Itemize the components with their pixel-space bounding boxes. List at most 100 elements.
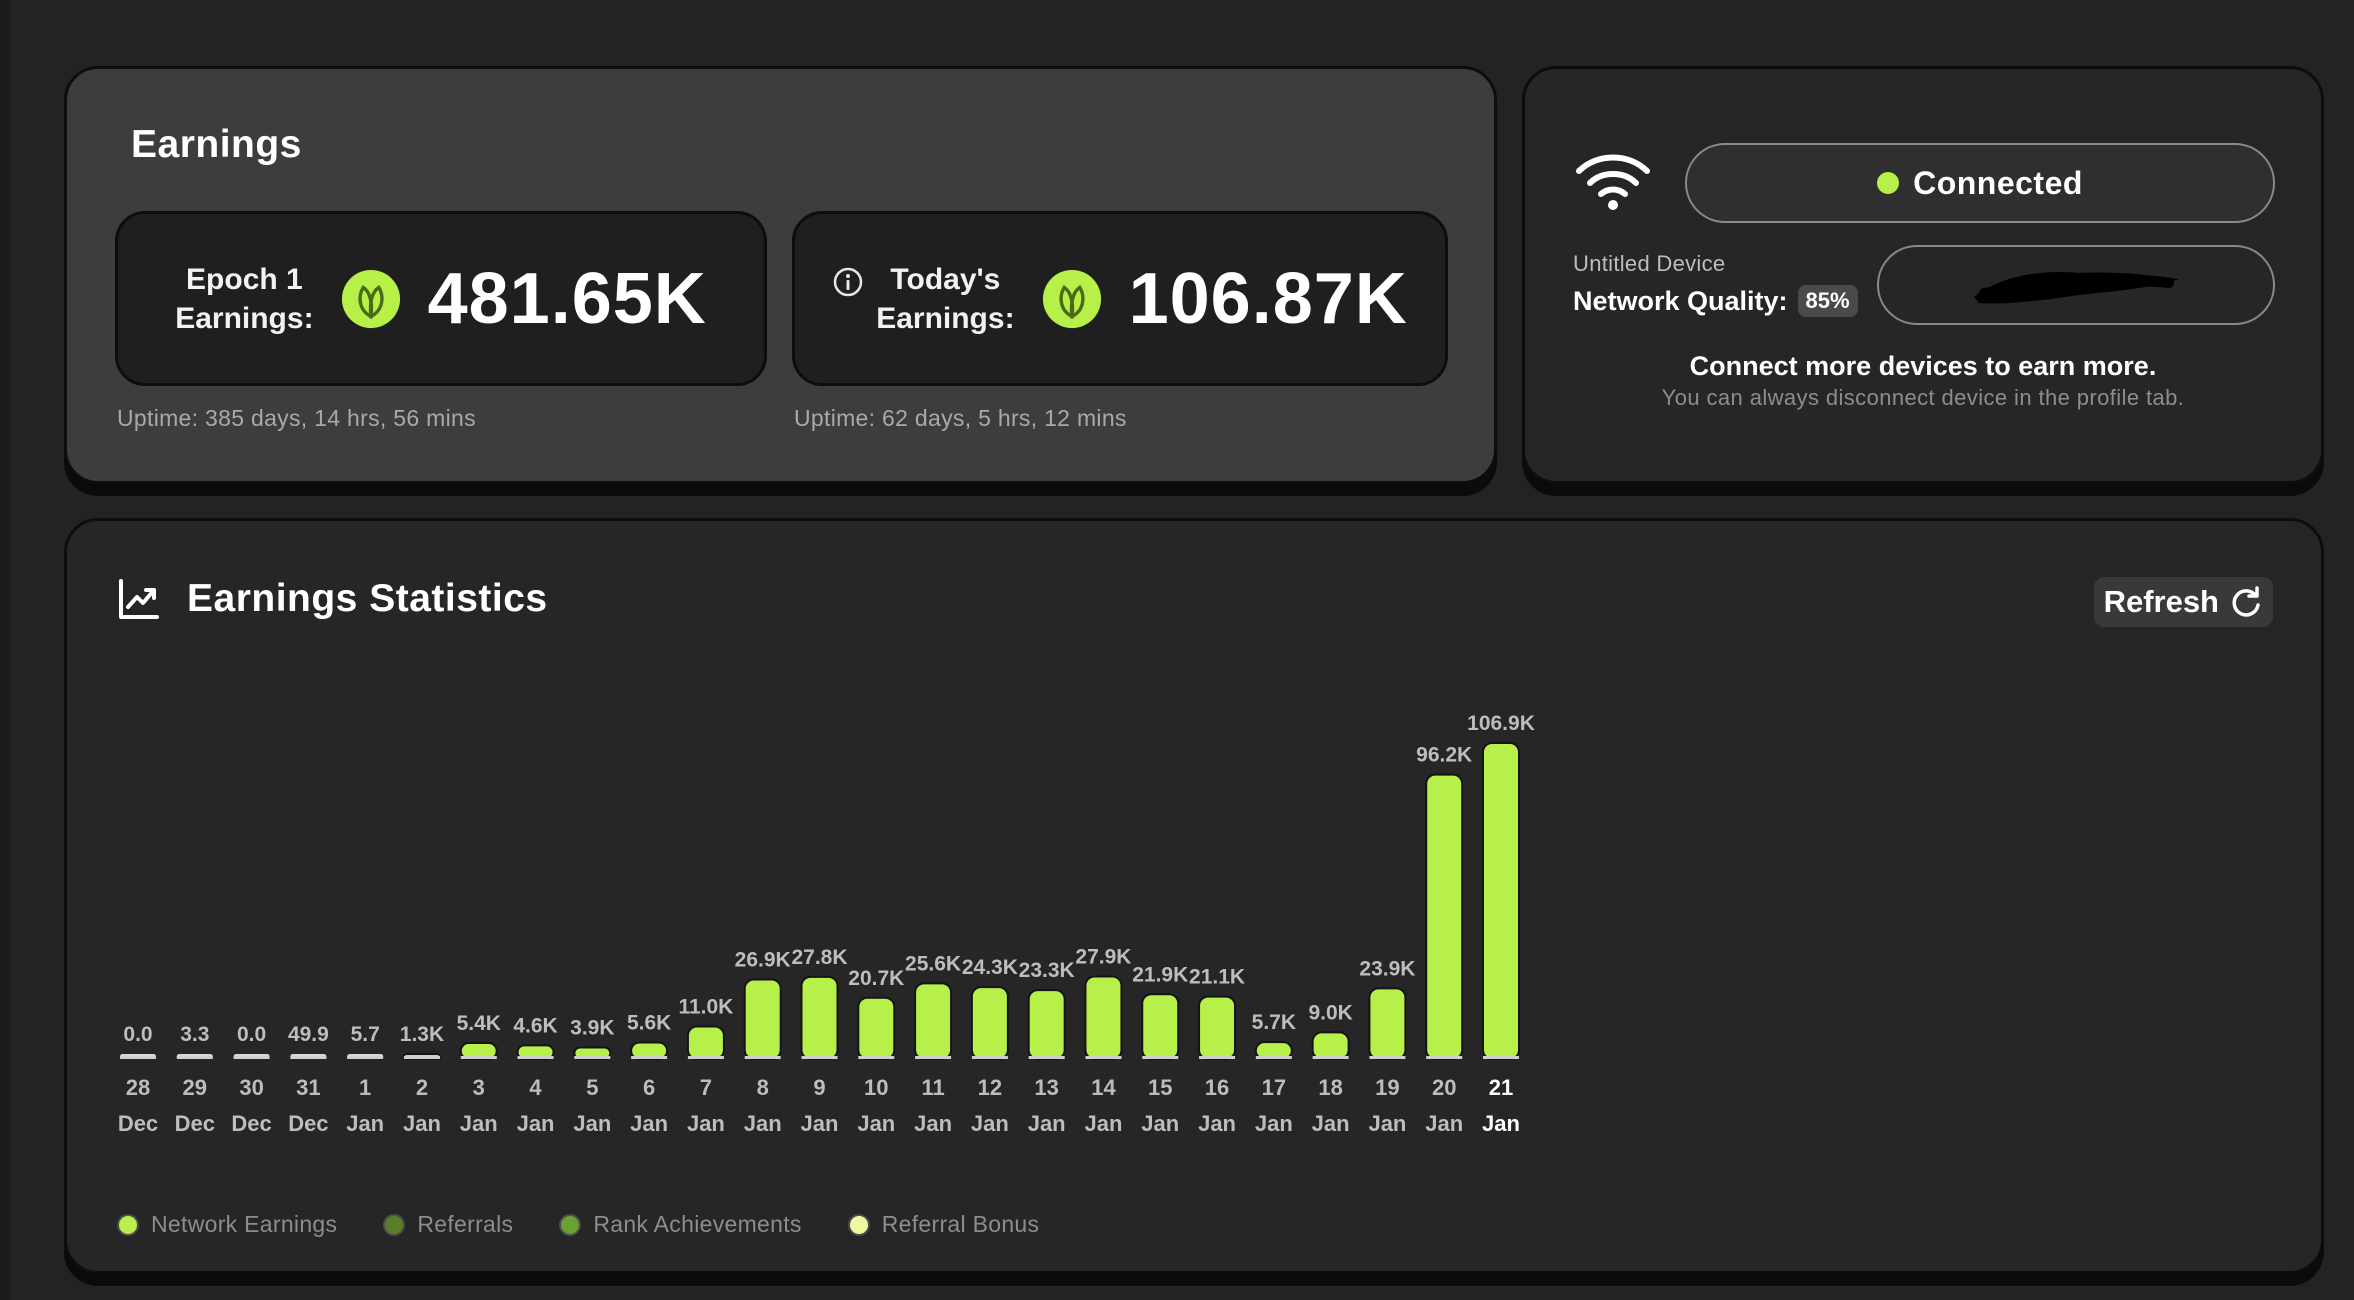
legend-item[interactable]: Network Earnings <box>117 1211 337 1238</box>
chart-value-label: 24.3K <box>962 956 1018 979</box>
chart-bar-group[interactable]: 3.9K 5 Jan <box>570 1016 614 1136</box>
statistics-title: Earnings Statistics <box>187 577 548 620</box>
x-tick-month: Jan <box>1368 1111 1406 1136</box>
chart-bar-group[interactable]: 25.6K 11 Jan <box>905 952 961 1136</box>
chart-bar-group[interactable]: 4.6K 4 Jan <box>513 1014 557 1136</box>
chart-bar-group[interactable]: 20.7K 10 Jan <box>848 967 904 1136</box>
chart-bar-group[interactable]: 49.9 31 Dec <box>288 1023 329 1136</box>
x-tick-day: 5 <box>586 1075 598 1100</box>
x-tick-day: 8 <box>757 1075 769 1100</box>
x-tick-day: 4 <box>529 1075 542 1100</box>
x-tick-day: 20 <box>1432 1075 1456 1100</box>
chart-bar-baseline <box>460 1056 497 1059</box>
chart-bar-baseline <box>971 1056 1008 1059</box>
chart-value-label: 23.3K <box>1019 959 1075 982</box>
earnings-title: Earnings <box>131 123 302 166</box>
chart-bar-baseline <box>176 1056 213 1059</box>
chart-bar-group[interactable]: 3.3 29 Dec <box>175 1023 215 1136</box>
x-tick-day: 14 <box>1091 1075 1116 1100</box>
x-tick-month: Jan <box>517 1111 555 1136</box>
chart-bar-group[interactable]: 21.1K 16 Jan <box>1189 966 1245 1136</box>
chart-bar-baseline <box>1142 1056 1179 1059</box>
chart-bar-group[interactable]: 27.9K 14 Jan <box>1075 946 1131 1136</box>
chart-bar-group[interactable]: 5.4K 3 Jan <box>457 1012 501 1136</box>
chart-bar-group[interactable]: 23.3K 13 Jan <box>1019 959 1075 1136</box>
chart-bar[interactable] <box>857 996 896 1060</box>
chart-bar[interactable] <box>1368 987 1407 1061</box>
network-quality-badge: 85% <box>1797 285 1858 317</box>
chart-bar[interactable] <box>1198 995 1237 1060</box>
chart-value-label: 25.6K <box>905 952 961 975</box>
x-tick-month: Jan <box>687 1111 725 1136</box>
legend-item[interactable]: Referrals <box>383 1211 513 1238</box>
chart-bar-group[interactable]: 26.9K 8 Jan <box>735 948 791 1136</box>
today-label-line1: Today's <box>890 262 1001 296</box>
x-tick-month: Dec <box>288 1111 328 1136</box>
refresh-button[interactable]: Refresh <box>2093 577 2273 627</box>
x-tick-month: Jan <box>1141 1111 1179 1136</box>
chart-value-label: 9.0K <box>1308 1001 1352 1024</box>
chart-bar-group[interactable]: 11.0K 7 Jan <box>678 995 733 1136</box>
today-earnings-label: Today's Earnings: <box>876 260 1014 338</box>
chart-bar-group[interactable]: 5.6K 6 Jan <box>627 1011 671 1136</box>
x-tick-month: Jan <box>403 1111 441 1136</box>
chart-bar-group[interactable]: 0.0 28 Dec <box>118 1023 158 1136</box>
chart-bar-group[interactable]: 27.8K 9 Jan <box>791 946 847 1136</box>
legend-label: Referrals <box>417 1211 514 1237</box>
chart-bar[interactable] <box>1311 1031 1350 1060</box>
chart-value-label: 5.6K <box>627 1011 671 1034</box>
legend-label: Rank Achievements <box>593 1211 802 1237</box>
today-earnings-value: 106.87K <box>1128 258 1408 339</box>
chart-bar-baseline <box>1255 1056 1292 1059</box>
chart-value-label: 23.9K <box>1359 957 1415 980</box>
chart-value-label: 5.7 <box>351 1023 380 1046</box>
chart-bar[interactable] <box>686 1025 725 1061</box>
chart-bar-group[interactable]: 24.3K 12 Jan <box>962 956 1018 1136</box>
connection-status-button[interactable]: Connected <box>1685 143 2275 223</box>
legend-item[interactable]: Referral Bonus <box>847 1211 1040 1238</box>
chart-bar-group[interactable]: 21.9K 15 Jan <box>1132 963 1188 1136</box>
chart-bar-baseline <box>1028 1056 1065 1059</box>
x-tick-month: Jan <box>914 1111 952 1136</box>
chart-bar-group[interactable]: 1.3K 2 Jan <box>400 1023 444 1136</box>
chart-bar-group[interactable]: 5.7K 17 Jan <box>1252 1011 1296 1136</box>
chart-bar[interactable] <box>914 982 953 1060</box>
info-icon[interactable] <box>832 266 864 298</box>
x-tick-month: Jan <box>801 1111 839 1136</box>
device-selector[interactable] <box>1877 245 2275 325</box>
chart-bar[interactable] <box>1141 993 1180 1060</box>
chart-bar[interactable] <box>1027 989 1066 1061</box>
x-tick-day: 29 <box>183 1075 207 1100</box>
chart-value-label: 96.2K <box>1416 744 1472 767</box>
x-tick-day: 15 <box>1148 1075 1172 1100</box>
chart-value-label: 27.8K <box>791 946 847 969</box>
chart-value-label: 5.7K <box>1252 1011 1296 1034</box>
x-tick-month: Dec <box>118 1111 158 1136</box>
chart-bar[interactable] <box>970 986 1009 1061</box>
legend-item[interactable]: Rank Achievements <box>559 1211 801 1238</box>
chart-bar-baseline <box>1426 1056 1463 1059</box>
chart-bar-group[interactable]: 96.2K 20 Jan <box>1416 744 1472 1136</box>
chart-bar[interactable] <box>1425 773 1464 1061</box>
chart-bar-group[interactable]: 0.0 30 Dec <box>231 1023 271 1136</box>
chart-bar[interactable] <box>800 975 839 1060</box>
network-quality: Network Quality: 85% <box>1573 285 1858 317</box>
x-tick-day: 10 <box>864 1075 888 1100</box>
chart-bar-group[interactable]: 23.9K 19 Jan <box>1359 957 1415 1136</box>
chart-value-label: 4.6K <box>513 1014 557 1037</box>
window-edge <box>0 0 10 1300</box>
epoch-label-line1: Epoch 1 <box>186 262 303 296</box>
chart-value-label: 26.9K <box>735 948 791 971</box>
chart-bar[interactable] <box>1084 975 1123 1061</box>
chart-bar-group[interactable]: 5.7 1 Jan <box>346 1023 384 1136</box>
legend-swatch <box>559 1213 582 1236</box>
chart-bar-group[interactable]: 9.0K 18 Jan <box>1308 1001 1352 1136</box>
refresh-icon <box>2232 586 2260 617</box>
chart-bar-group[interactable]: 106.9K 21 Jan <box>1467 712 1535 1136</box>
chart-value-label: 20.7K <box>848 967 904 990</box>
chart-bar[interactable] <box>1482 742 1520 1060</box>
x-tick-day: 2 <box>416 1075 428 1100</box>
legend-swatch <box>383 1213 406 1236</box>
chart-bar[interactable] <box>743 978 782 1060</box>
